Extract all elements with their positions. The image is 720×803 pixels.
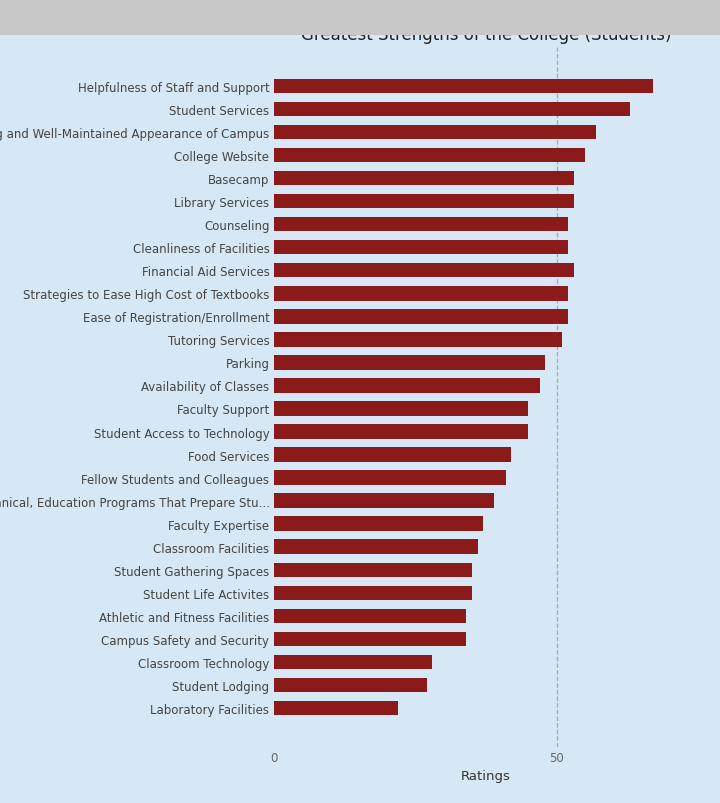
Bar — [274, 379, 540, 393]
Bar — [274, 149, 585, 163]
Bar — [274, 402, 528, 416]
Bar — [274, 632, 466, 646]
Bar — [274, 563, 472, 577]
Bar — [274, 310, 568, 324]
Bar — [274, 494, 495, 508]
Bar — [274, 218, 568, 232]
Bar — [274, 103, 631, 117]
Bar — [274, 678, 426, 692]
Bar — [274, 586, 472, 600]
Bar — [274, 471, 506, 485]
Bar — [274, 264, 574, 278]
Bar — [274, 517, 483, 531]
Bar — [274, 80, 653, 94]
Bar — [274, 425, 528, 439]
Bar — [274, 287, 568, 301]
Bar — [274, 540, 477, 554]
Bar — [274, 609, 466, 623]
Title: Greatest Strengths of the College (Students): Greatest Strengths of the College (Stude… — [301, 26, 671, 44]
Bar — [274, 654, 432, 669]
X-axis label: Ratings: Ratings — [461, 769, 511, 782]
Bar — [274, 356, 546, 370]
Bar — [274, 241, 568, 255]
Bar — [274, 126, 596, 141]
Bar — [274, 701, 398, 715]
Bar — [274, 195, 574, 209]
Bar — [274, 172, 574, 186]
Bar — [274, 333, 562, 347]
Bar — [274, 448, 511, 462]
